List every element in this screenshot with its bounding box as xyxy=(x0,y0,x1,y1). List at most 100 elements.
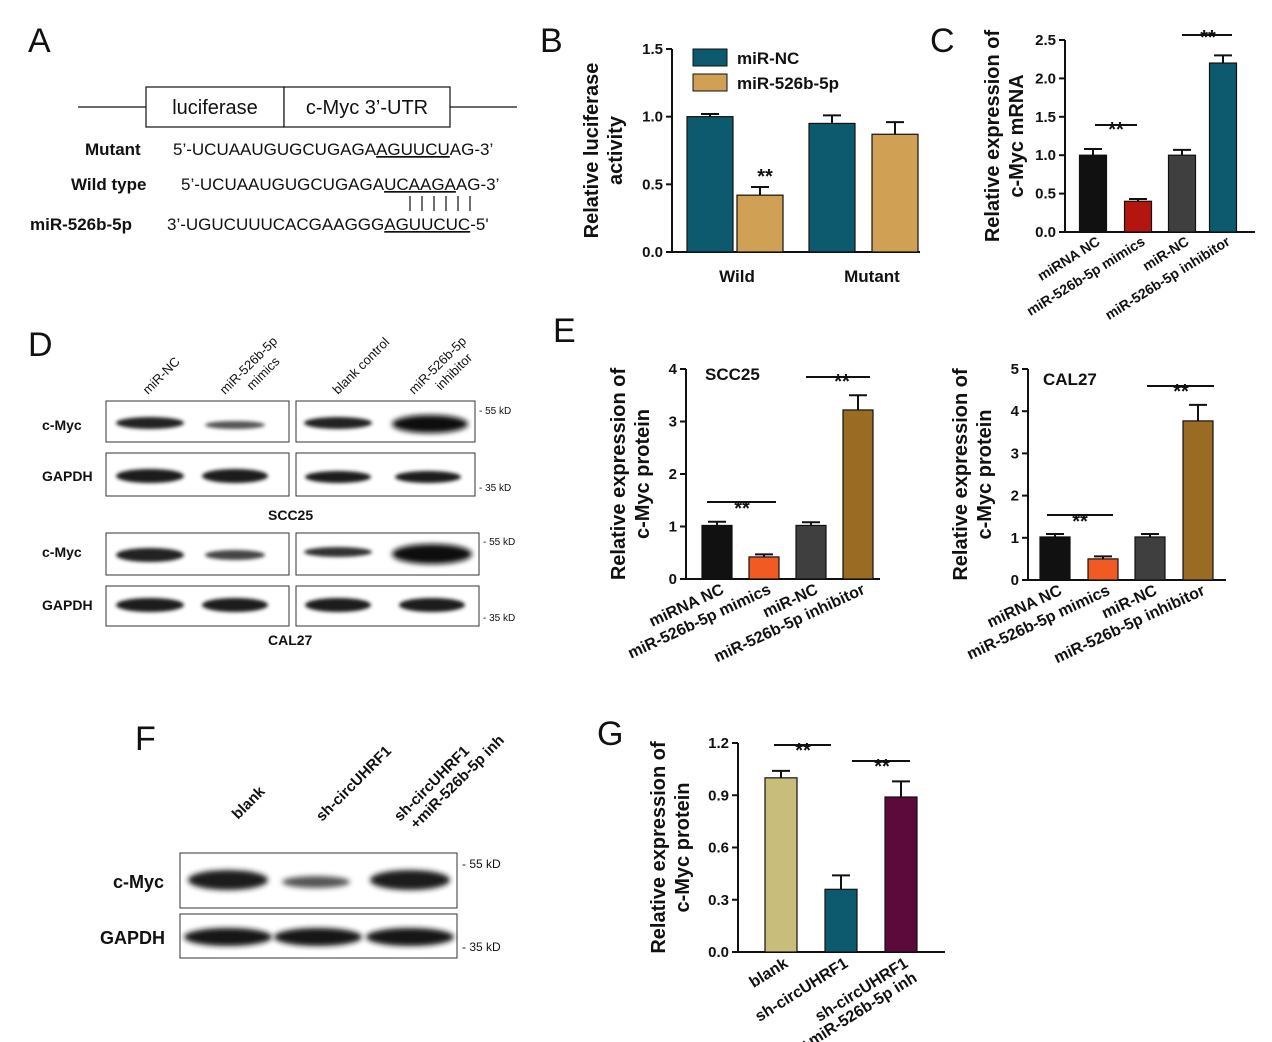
legend-label-mir-nc: miR-NC xyxy=(737,49,799,68)
marker-35kd: - 35 kD xyxy=(479,483,511,494)
significance-label: ** xyxy=(1200,27,1216,49)
marker-55kd: - 55 kD xyxy=(483,537,515,548)
lane-label-blank-control: blank control xyxy=(330,334,393,397)
blot-band xyxy=(116,469,184,483)
y-tick-label: 2.0 xyxy=(1035,70,1056,87)
y-axis-label: Relative expression of c-Myc mRNA xyxy=(982,30,1028,243)
marker-35kd: - 35 kD xyxy=(483,613,515,624)
panel-a: A luciferase c-Myc 3’-UTR Mutant 5’-UCUA… xyxy=(28,22,517,234)
chart-g-protein: 0.0 0.3 0.6 0.9 1.2 Relative expression of c-M… xyxy=(648,735,945,1042)
blot-band xyxy=(304,547,372,557)
legend-b: miR-NC miR-526b-5p xyxy=(692,48,839,93)
y-tick-label: 2.5 xyxy=(1035,32,1056,49)
chart-title: SCC25 xyxy=(705,365,760,384)
blot-band xyxy=(205,550,265,560)
mirna-seq-site: AGUUCUC xyxy=(384,215,470,234)
blot-band xyxy=(205,421,265,429)
chart-e-scc25: 0 1 2 3 4 Relative expression of c-Myc protein… xyxy=(608,361,880,666)
x-category-label: sh-circUHRF1+miR-526b-5p inh xyxy=(789,955,921,1042)
blot-band xyxy=(274,928,362,946)
significance-label: ** xyxy=(1072,511,1088,533)
marker-55kd: - 55 kD xyxy=(479,406,511,417)
base-pairing-lines xyxy=(409,196,471,211)
blot-band xyxy=(370,870,450,890)
bar xyxy=(736,194,784,253)
y-tick-label: 3 xyxy=(669,414,677,431)
blot-band xyxy=(184,928,272,946)
mirna-seq-pre: 3’-UGUCUUUCACGAAGGG xyxy=(167,215,384,234)
panel-letter-b: B xyxy=(540,22,563,60)
blot-band xyxy=(305,471,371,483)
blot-band xyxy=(392,544,472,564)
significance-label: ** xyxy=(734,498,750,520)
significance-label: ** xyxy=(874,756,890,778)
marker-55kd-f: - 55 kD xyxy=(462,857,501,871)
y-tick-label: 0.0 xyxy=(642,244,663,261)
bar xyxy=(1182,420,1214,581)
protein-label-gapdh-f: GAPDH xyxy=(100,928,165,948)
protein-label-cmyc-f: c-Myc xyxy=(113,872,164,892)
y-tick-label: 3 xyxy=(1011,445,1019,462)
panel-letter-e: E xyxy=(553,312,576,350)
blot-band xyxy=(392,415,468,433)
chart-c-mrna: 0.0 0.5 1.0 1.5 2.0 2.5 Relative expression of… xyxy=(982,27,1255,323)
y-tick-label: 1.2 xyxy=(708,735,729,752)
blot-band xyxy=(366,928,454,946)
wildtype-seq-pre: 5’-UCUAAUGUGCUGAGA xyxy=(181,175,385,194)
mirna-sequence: 3’-UGUCUUUCACGAAGGGAGUUCUC-5' xyxy=(167,215,489,234)
y-axis-label: Relative expression of c-Myc protein xyxy=(950,368,996,581)
bar xyxy=(764,777,798,953)
mutant-seq-site: AGUUCU xyxy=(376,140,450,159)
y-tick-label: 0.0 xyxy=(708,944,729,961)
legend-label-mir-526b: miR-526b-5p xyxy=(737,74,839,93)
bar xyxy=(1167,154,1197,233)
cell-line-scc25: SCC25 xyxy=(268,507,313,523)
chart-e-cal27: 0 1 2 3 4 5 Relative expression of c-Myc protei… xyxy=(950,361,1226,667)
bar xyxy=(1123,200,1153,233)
lane-label-sh-circuhrf1-inh: sh-circUHRF1+miR-526b-5p inh xyxy=(391,720,508,837)
bar xyxy=(748,556,780,580)
mirna-label: miR-526b-5p xyxy=(30,215,132,234)
y-tick-label: 2 xyxy=(1011,488,1019,505)
significance-label: ** xyxy=(834,371,850,393)
y-axis-label: Relative luciferase activity xyxy=(581,63,627,239)
mutant-sequence: 5’-UCUAAUGUGCUGAGAAGUUCUAG-3’ xyxy=(173,140,493,159)
lane-label-blank: blank xyxy=(229,783,269,823)
lane-label-sh-circuhrf1: sh-circUHRF1 xyxy=(313,743,395,825)
significance-label: ** xyxy=(1173,381,1189,403)
bar xyxy=(1134,536,1166,581)
chart-title: CAL27 xyxy=(1043,370,1097,389)
blot-band xyxy=(395,471,461,483)
blot-band xyxy=(399,598,465,612)
wildtype-sequence: 5’-UCUAAUGUGCUGAGAUCAAGAAG-3’ xyxy=(181,175,499,194)
blot-band xyxy=(305,598,371,612)
wildtype-label: Wild type xyxy=(71,175,146,194)
mirna-seq-post: -5' xyxy=(470,215,488,234)
y-tick-label: 0.5 xyxy=(642,176,663,193)
bar xyxy=(1208,62,1238,233)
y-axis-label: Relative expression of c-Myc protein xyxy=(608,368,654,581)
wildtype-seq-post: AG-3’ xyxy=(456,175,499,194)
blot-band xyxy=(116,548,184,562)
y-tick-label: 1.5 xyxy=(642,41,663,58)
luciferase-label: luciferase xyxy=(172,97,258,119)
panel-letter-f: F xyxy=(135,720,156,758)
y-tick-label: 0.9 xyxy=(708,787,729,804)
panel-letter-d: D xyxy=(28,326,53,364)
x-category-label: Wild xyxy=(719,267,755,286)
lane-label-inhibitor: miR-526b-5pinhibitor xyxy=(406,333,481,408)
y-tick-label: 4 xyxy=(669,361,678,378)
wildtype-seq-site: UCAAGA xyxy=(384,175,456,194)
y-tick-label: 0.6 xyxy=(708,840,729,857)
blot-frame xyxy=(295,400,476,443)
significance-label: ** xyxy=(795,740,811,762)
protein-label-cmyc-cal27: c-Myc xyxy=(42,544,82,560)
utr-label: c-Myc 3’-UTR xyxy=(306,97,428,119)
legend-swatch-mir-526b xyxy=(692,73,728,92)
y-axis-label: Relative expression of c-Myc protein xyxy=(648,741,694,954)
y-tick-label: 5 xyxy=(1011,361,1019,378)
protein-label-cmyc-scc25: c-Myc xyxy=(42,417,82,433)
lane-label-mir-nc: miR-NC xyxy=(140,354,183,397)
y-tick-label: 1.0 xyxy=(1035,147,1056,164)
